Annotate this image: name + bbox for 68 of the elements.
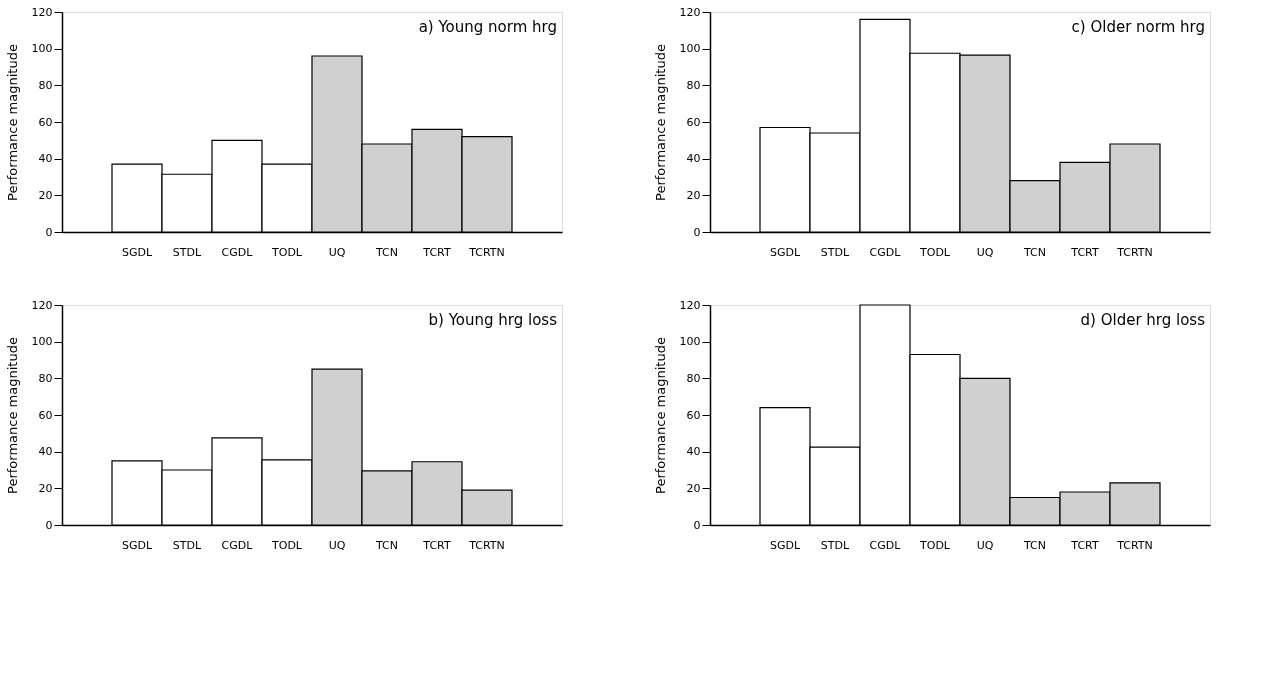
y-axis-title: Performance magnitude	[4, 337, 20, 494]
x-tick-label: UQ	[328, 538, 346, 552]
x-tick-label: SGDL	[121, 538, 153, 552]
x-tick-label: CGDL	[869, 538, 902, 552]
y-tick-label: 40	[38, 152, 53, 166]
x-tick-label: TODL	[919, 538, 951, 552]
y-tick-label: 120	[679, 298, 701, 312]
chart-title: d) Older hrg loss	[1080, 311, 1206, 329]
x-tick-label: TCN	[375, 245, 398, 259]
y-axis-title: Performance magnitude	[4, 44, 20, 201]
y-tick-label: 60	[38, 115, 53, 129]
x-tick-label: TCRTN	[468, 245, 505, 259]
x-tick-label: TCRTN	[1116, 245, 1153, 259]
x-tick-label: TODL	[919, 245, 951, 259]
x-tick-label: SGDL	[121, 245, 153, 259]
y-tick-label: 120	[679, 5, 701, 19]
y-tick-label: 40	[686, 445, 701, 459]
y-tick-label: 100	[679, 42, 701, 56]
y-tick-label: 20	[38, 188, 53, 202]
x-tick-label: TCRT	[1070, 538, 1099, 552]
y-tick-label: 100	[679, 335, 701, 349]
chart-title: c) Older norm hrg	[1071, 18, 1205, 36]
y-tick-label: 120	[31, 298, 53, 312]
x-tick-label: SGDL	[769, 538, 801, 552]
x-tick-label: TCN	[375, 538, 398, 552]
x-tick-label: UQ	[976, 245, 994, 259]
y-tick-label: 60	[686, 115, 701, 129]
x-tick-label: SGDL	[769, 245, 801, 259]
x-tick-label: STDL	[820, 538, 851, 552]
y-tick-label: 120	[31, 5, 53, 19]
x-tick-label: TCRTN	[1116, 538, 1153, 552]
x-tick-label: CGDL	[869, 245, 902, 259]
x-tick-label: STDL	[172, 538, 203, 552]
y-tick-label: 40	[38, 445, 53, 459]
y-axis-title: Performance magnitude	[652, 337, 668, 494]
x-tick-label: CGDL	[221, 245, 254, 259]
y-axis-title: Performance magnitude	[652, 44, 668, 201]
x-tick-label: UQ	[976, 538, 994, 552]
chart-title: a) Young norm hrg	[418, 18, 557, 36]
y-tick-label: 80	[38, 371, 53, 385]
x-tick-label: CGDL	[221, 538, 254, 552]
x-tick-label: STDL	[820, 245, 851, 259]
x-tick-label: TCN	[1023, 245, 1046, 259]
x-tick-label: TCRT	[422, 538, 451, 552]
y-tick-label: 0	[45, 518, 53, 532]
y-tick-label: 100	[31, 42, 53, 56]
y-tick-label: 60	[686, 408, 701, 422]
chart-title: b) Young hrg loss	[428, 311, 558, 329]
y-tick-label: 100	[31, 335, 53, 349]
y-tick-label: 40	[686, 152, 701, 166]
y-tick-label: 20	[38, 481, 53, 495]
x-tick-label: TODL	[271, 538, 303, 552]
y-tick-label: 20	[686, 481, 701, 495]
x-tick-label: TCRT	[422, 245, 451, 259]
y-tick-label: 20	[686, 188, 701, 202]
x-tick-label: TODL	[271, 245, 303, 259]
x-tick-label: STDL	[172, 245, 203, 259]
y-tick-label: 0	[693, 225, 701, 239]
x-tick-label: TCN	[1023, 538, 1046, 552]
y-tick-label: 0	[693, 518, 701, 532]
y-tick-label: 80	[686, 78, 701, 92]
y-tick-label: 0	[45, 225, 53, 239]
y-tick-label: 60	[38, 408, 53, 422]
x-tick-label: TCRTN	[468, 538, 505, 552]
x-tick-label: TCRT	[1070, 245, 1099, 259]
y-tick-label: 80	[38, 78, 53, 92]
y-tick-label: 80	[686, 371, 701, 385]
x-tick-label: UQ	[328, 245, 346, 259]
